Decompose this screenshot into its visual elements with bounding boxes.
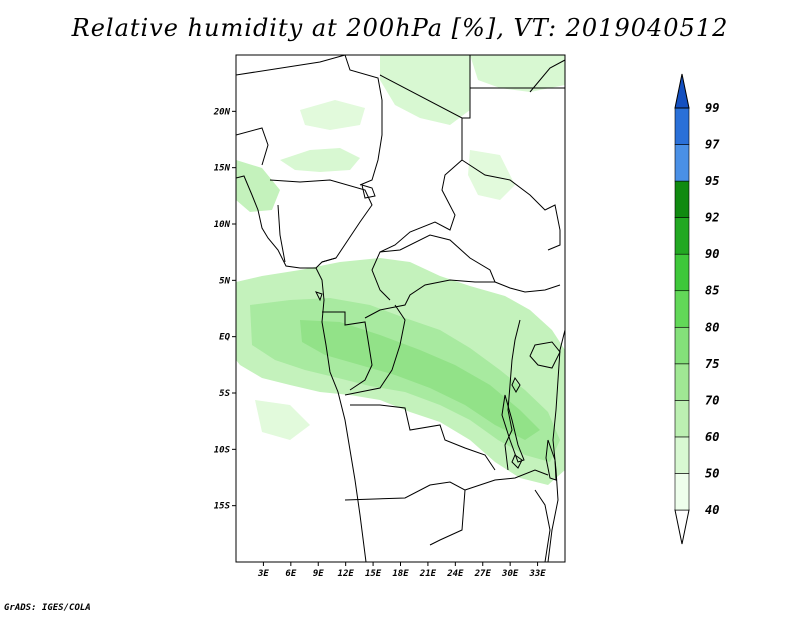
colorbar-label: 60: [705, 430, 719, 444]
colorbar-segment: [674, 400, 690, 438]
lon-tick-label: 30E: [501, 569, 519, 579]
lat-tick-label: 10N: [214, 220, 231, 230]
chart-title: Relative humidity at 200hPa [%], VT: 201…: [71, 14, 729, 42]
colorbar: 40 50 60 70 75 80 85 90 92 95 97 99: [674, 73, 720, 545]
lat-tick-label: 5S: [219, 389, 230, 399]
colorbar-segment: [674, 217, 690, 255]
lon-tick-label: 24E: [446, 569, 464, 579]
colorbar-label: 40: [705, 503, 719, 517]
bioko-island: [315, 291, 323, 302]
colorbar-label: 85: [705, 284, 719, 298]
congo-gabon-border: [322, 311, 373, 391]
colorbar-segment: [674, 253, 690, 292]
colorbar-upper-arrow: [674, 73, 690, 109]
humidity-region-south: [255, 400, 310, 440]
colorbar-label: 50: [705, 466, 719, 480]
lon-tick-label: 21E: [419, 569, 437, 579]
red-sea-coast: [529, 59, 565, 93]
lon-tick-label: 9E: [313, 569, 324, 579]
lake-victoria: [529, 341, 561, 369]
colorbar-segment: [674, 326, 690, 365]
latitude-ticks: 20N 15N 10N 5N EQ 5S 10S 15S: [213, 107, 236, 512]
angola-north: [350, 404, 496, 471]
zambia-border: [464, 469, 549, 491]
lake-kivu: [511, 376, 521, 394]
lat-tick-label: 5N: [219, 276, 230, 286]
angola-south: [344, 481, 466, 546]
mozambique-border: [534, 489, 551, 562]
east-africa-coastline: [547, 329, 565, 562]
lake-malawi: [545, 439, 557, 481]
colorbar-lower-arrow: [674, 509, 690, 545]
colorbar-label: 80: [705, 320, 719, 334]
humidity-region-west: [236, 160, 280, 212]
lon-tick-label: 33E: [528, 569, 546, 579]
drc-east-lakes: [504, 319, 521, 471]
colorbar-label: 99: [705, 101, 719, 115]
humidity-shading: [236, 55, 565, 485]
humidity-region-northeast: [470, 55, 565, 92]
colorbar-segment: [674, 363, 690, 401]
north-boundary-1: [236, 55, 346, 76]
lon-tick-label: 3E: [257, 569, 269, 579]
sudan-east: [461, 159, 561, 251]
libya-border: [379, 55, 471, 119]
mali-border: [236, 127, 269, 166]
lake-chad: [361, 184, 376, 199]
colorbar-segment: [674, 180, 690, 218]
lat-tick-label: EQ: [219, 333, 230, 343]
humidity-region-north: [380, 55, 470, 125]
colorbar-segment: [674, 436, 690, 474]
nigeria-border: [277, 204, 337, 269]
lon-tick-label: 12E: [338, 569, 355, 579]
colorbar-segment: [674, 144, 690, 182]
colorbar-label: 90: [705, 247, 719, 261]
lake-mweru: [511, 454, 523, 469]
humidity-region-sahara: [300, 100, 365, 130]
north-boundary-2: [344, 55, 383, 186]
lat-tick-label: 15N: [214, 164, 231, 174]
car-border: [364, 234, 496, 319]
humidity-region-inner: [300, 320, 540, 440]
credit-text: GrADS: IGES/COLA: [4, 603, 91, 613]
lat-tick-label: 20N: [213, 107, 231, 117]
chad-border: [371, 118, 463, 301]
humidity-region-sahel: [280, 148, 360, 172]
colorbar-label: 75: [705, 357, 719, 371]
drc-congo-river: [344, 304, 406, 396]
lat-tick-label: 15S: [214, 502, 231, 512]
colorbar-label: 95: [705, 174, 719, 188]
colorbar-segment: [674, 290, 690, 328]
longitude-ticks: 3E 6E 9E 12E 15E 18E 21E 24E 27E 30E 33E: [257, 562, 546, 579]
lat-tick-label: 10S: [214, 445, 231, 455]
boundaries: [236, 55, 565, 562]
west-africa-coastline: [236, 175, 367, 562]
humidity-region-ethiopia: [468, 150, 515, 200]
colorbar-segment: [674, 473, 690, 511]
lon-tick-label: 15E: [365, 569, 382, 579]
colorbar-label: 97: [705, 138, 720, 152]
lon-tick-label: 18E: [392, 569, 409, 579]
lon-tick-label: 27E: [474, 569, 492, 579]
south-sudan-border: [494, 281, 561, 293]
colorbar-label: 92: [705, 211, 719, 225]
niger-border: [269, 179, 373, 263]
colorbar-label: 70: [705, 393, 719, 407]
lon-tick-label: 6E: [285, 569, 296, 579]
colorbar-segment: [674, 107, 690, 145]
